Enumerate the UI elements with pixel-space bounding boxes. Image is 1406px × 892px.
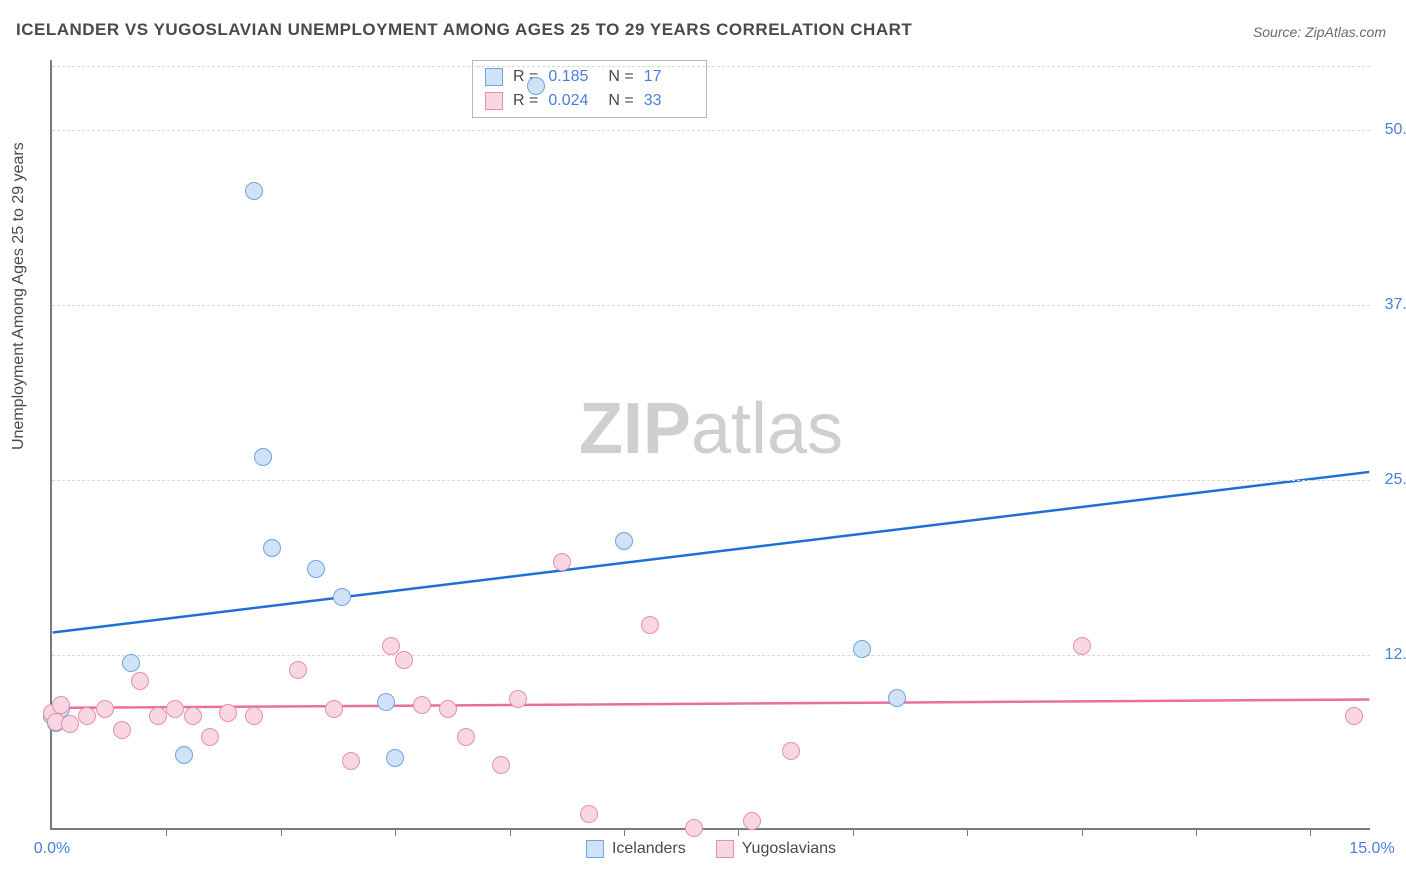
data-point	[685, 819, 703, 837]
data-point	[377, 693, 395, 711]
data-point	[333, 588, 351, 606]
watermark: ZIPatlas	[579, 388, 843, 470]
data-point	[166, 700, 184, 718]
data-point	[175, 746, 193, 764]
data-point	[149, 707, 167, 725]
data-point	[342, 752, 360, 770]
data-point	[615, 532, 633, 550]
data-point	[96, 700, 114, 718]
x-tick	[967, 828, 968, 836]
watermark-rest: atlas	[691, 389, 843, 469]
data-point	[782, 742, 800, 760]
data-point	[509, 690, 527, 708]
legend-label: Yugoslavians	[742, 840, 836, 858]
legend-item: Icelanders	[586, 840, 686, 858]
gridline-h	[52, 66, 1370, 67]
stat-n-label: N =	[608, 89, 633, 113]
stat-r-value: 0.185	[548, 65, 598, 89]
legend-swatch	[716, 840, 734, 858]
stat-n-value: 33	[644, 89, 694, 113]
legend-swatch	[485, 68, 503, 86]
y-axis-label: Unemployment Among Ages 25 to 29 years	[10, 142, 28, 450]
legend-stat-row: R =0.024N =33	[485, 89, 694, 113]
y-tick-label: 25.0%	[1385, 471, 1406, 489]
data-point	[219, 704, 237, 722]
data-point	[184, 707, 202, 725]
legend-swatch	[485, 92, 503, 110]
stat-r-value: 0.024	[548, 89, 598, 113]
data-point	[553, 553, 571, 571]
data-point	[1345, 707, 1363, 725]
data-point	[853, 640, 871, 658]
data-point	[492, 756, 510, 774]
data-point	[1073, 637, 1091, 655]
data-point	[386, 749, 404, 767]
trend-line	[53, 472, 1370, 633]
source-label: Source: ZipAtlas.com	[1253, 24, 1386, 40]
gridline-h	[52, 480, 1370, 481]
x-tick	[281, 828, 282, 836]
legend-swatch	[586, 840, 604, 858]
data-point	[641, 616, 659, 634]
data-point	[254, 448, 272, 466]
data-point	[580, 805, 598, 823]
x-tick	[1310, 828, 1311, 836]
x-tick	[1196, 828, 1197, 836]
data-point	[201, 728, 219, 746]
bottom-legend: Icelanders Yugoslavians	[586, 840, 836, 858]
x-tick	[853, 828, 854, 836]
data-point	[395, 651, 413, 669]
data-point	[52, 696, 70, 714]
gridline-h	[52, 130, 1370, 131]
chart-container: ICELANDER VS YUGOSLAVIAN UNEMPLOYMENT AM…	[0, 0, 1406, 892]
data-point	[307, 560, 325, 578]
y-tick-label: 12.5%	[1385, 646, 1406, 664]
legend-stat-row: R =0.185N =17	[485, 65, 694, 89]
legend-label: Icelanders	[612, 840, 686, 858]
x-tick	[395, 828, 396, 836]
data-point	[289, 661, 307, 679]
x-tick	[1082, 828, 1083, 836]
data-point	[527, 77, 545, 95]
data-point	[888, 689, 906, 707]
chart-title: ICELANDER VS YUGOSLAVIAN UNEMPLOYMENT AM…	[16, 20, 912, 40]
data-point	[245, 707, 263, 725]
data-point	[122, 654, 140, 672]
data-point	[263, 539, 281, 557]
data-point	[245, 182, 263, 200]
plot-area: ZIPatlas R =0.185N =17R =0.024N =33 Icel…	[50, 60, 1370, 830]
stat-n-value: 17	[644, 65, 694, 89]
data-point	[78, 707, 96, 725]
stat-n-label: N =	[608, 65, 633, 89]
gridline-h	[52, 305, 1370, 306]
data-point	[325, 700, 343, 718]
data-point	[413, 696, 431, 714]
data-point	[457, 728, 475, 746]
data-point	[439, 700, 457, 718]
x-tick	[166, 828, 167, 836]
y-tick-label: 50.0%	[1385, 121, 1406, 139]
x-tick	[738, 828, 739, 836]
legend-item: Yugoslavians	[716, 840, 836, 858]
watermark-bold: ZIP	[579, 389, 691, 469]
x-tick	[510, 828, 511, 836]
x-tick-label: 0.0%	[34, 840, 70, 858]
y-tick-label: 37.5%	[1385, 296, 1406, 314]
data-point	[61, 715, 79, 733]
x-tick-label: 15.0%	[1349, 840, 1394, 858]
data-point	[743, 812, 761, 830]
legend-stats-box: R =0.185N =17R =0.024N =33	[472, 60, 707, 118]
x-tick	[624, 828, 625, 836]
data-point	[113, 721, 131, 739]
gridline-h	[52, 655, 1370, 656]
data-point	[131, 672, 149, 690]
